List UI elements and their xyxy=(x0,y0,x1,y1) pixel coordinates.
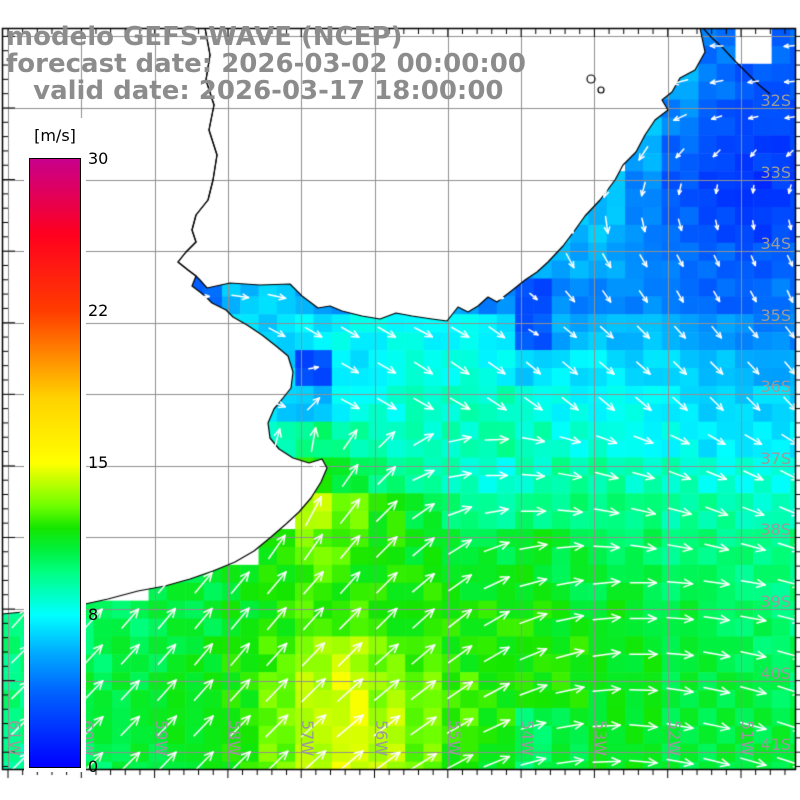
lon-label-56W: 56W xyxy=(371,720,391,757)
lat-label-32S: 32S xyxy=(760,90,791,110)
colorbar-tick-8: 8 xyxy=(88,605,99,624)
lat-label-34S: 34S xyxy=(760,234,791,254)
lon-label-58W: 58W xyxy=(224,720,244,757)
colorbar-tick-15: 15 xyxy=(88,453,109,472)
lon-label-61W: 61W xyxy=(5,720,24,757)
lon-label-52W: 52W xyxy=(664,720,684,757)
colorbar-tick-22: 22 xyxy=(88,301,109,320)
colorbar-gradient xyxy=(29,158,81,768)
lon-label-59W: 59W xyxy=(151,720,171,757)
lat-label-38S: 38S xyxy=(760,520,791,540)
lat-label-41S: 41S xyxy=(760,735,791,755)
colorbar-tick-0: 0 xyxy=(88,757,99,776)
lon-label-55W: 55W xyxy=(444,720,464,757)
lon-label-53W: 53W xyxy=(591,720,611,757)
lat-label-37S: 37S xyxy=(760,448,791,468)
lat-label-40S: 40S xyxy=(760,663,791,683)
lat-label-33S: 33S xyxy=(760,162,791,182)
lat-label-39S: 39S xyxy=(760,592,791,612)
lon-label-51W: 51W xyxy=(738,720,757,757)
colorbar-tick-30: 30 xyxy=(88,149,109,168)
lon-label-54W: 54W xyxy=(518,720,538,757)
colorbar-unit-label: [m/s] xyxy=(34,126,76,145)
lat-label-36S: 36S xyxy=(760,377,791,397)
lat-label-35S: 35S xyxy=(760,305,791,325)
colorbar-legend: [m/s] xyxy=(24,118,86,772)
lon-label-57W: 57W xyxy=(298,720,318,757)
